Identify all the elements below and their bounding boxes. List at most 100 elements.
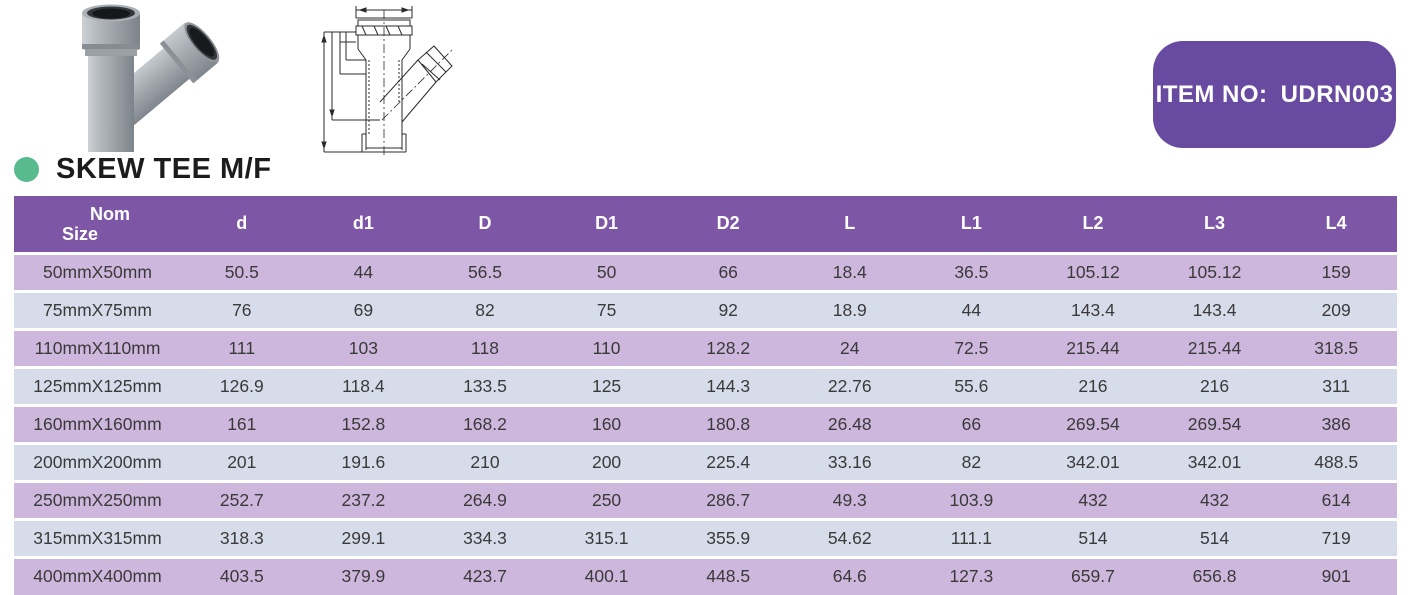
dimension-cell: 55.6 xyxy=(954,375,989,396)
dimension-cell: 311 xyxy=(1322,375,1351,396)
dimension-cell: 269.54 xyxy=(1187,413,1242,434)
column-header-nom-size: Nom Size xyxy=(14,196,181,255)
dimension-cell: 160 xyxy=(591,413,622,434)
column-header-L2: L2 xyxy=(1032,196,1154,255)
column-header-d: d xyxy=(181,196,303,255)
dimension-cell: 50 xyxy=(596,261,617,282)
table-row: 250mmX250mm 252.7 237.2 264.9 250 286.7 49.3 10… xyxy=(14,481,1397,519)
table-row: 50mmX50mm 50.5 44 56.5 50 66 18.4 36.5 105.12 105… xyxy=(14,253,1397,291)
table-row: 200mmX200mm 201 191.6 210 200 225.4 33.16 82 342… xyxy=(14,443,1397,481)
dimension-cell: 66 xyxy=(718,261,738,282)
section-heading: SKEW TEE M/F xyxy=(14,152,271,186)
dimension-cell: 105.12 xyxy=(1066,261,1120,282)
row-size-label: 50mmX50mm xyxy=(43,261,152,282)
dimension-cell: 18.9 xyxy=(832,299,867,320)
row-size-label: 75mmX75mm xyxy=(43,299,152,320)
dimension-cell: 318.5 xyxy=(1314,337,1359,358)
dimension-cell: 342.01 xyxy=(1187,451,1242,472)
table-row: 315mmX315mm 318.3 299.1 334.3 315.1 355.9 54.6… xyxy=(14,519,1397,557)
dimension-cell: 432 xyxy=(1199,489,1230,510)
dimension-cell: 403.5 xyxy=(219,566,264,587)
dimension-cell: 299.1 xyxy=(341,527,386,548)
dimension-cell: 318.3 xyxy=(219,527,264,548)
dimension-cell: 111 xyxy=(228,337,256,358)
dimension-cell: 26.48 xyxy=(827,413,872,434)
column-header-L3: L3 xyxy=(1153,196,1276,255)
dimension-cell: 659.7 xyxy=(1071,566,1115,587)
spec-table-body: 50mmX50mm 50.5 44 56.5 50 66 18.4 36.5 105.12 105… xyxy=(14,253,1397,595)
row-size-label: 250mmX250mm xyxy=(33,489,162,510)
dimension-cell: 118 xyxy=(471,337,499,358)
dimension-cell: 225.4 xyxy=(706,451,751,472)
dimension-cell: 72.5 xyxy=(954,337,989,358)
dimension-cell: 210 xyxy=(470,451,500,472)
row-size-label: 110mmX110mm xyxy=(34,337,161,358)
column-header-L1: L1 xyxy=(910,196,1033,255)
table-row: 400mmX400mm 403.5 379.9 423.7 400.1 448.5 64.6… xyxy=(14,557,1397,595)
bullet-dot-icon xyxy=(14,156,39,182)
dimension-cell: 168.2 xyxy=(463,413,507,434)
dimension-cell: 488.5 xyxy=(1314,451,1359,472)
dimension-cell: 448.5 xyxy=(706,566,751,587)
dimension-cell: 111.1 xyxy=(950,527,992,548)
dimension-cell: 44 xyxy=(353,261,374,282)
dimension-cell: 143.4 xyxy=(1071,299,1115,320)
page-title: SKEW TEE M/F xyxy=(56,152,272,185)
dimension-cell: 24 xyxy=(840,337,860,358)
dimension-cell: 215.44 xyxy=(1066,337,1120,358)
dimension-cell: 315.1 xyxy=(584,527,629,548)
row-size-label: 400mmX400mm xyxy=(33,566,162,587)
dimension-cell: 69 xyxy=(353,299,374,320)
dimension-cell: 656.8 xyxy=(1192,566,1237,587)
dimension-cell: 386 xyxy=(1321,413,1351,434)
row-size-label: 160mmX160mm xyxy=(33,413,162,434)
dimension-cell: 103.9 xyxy=(949,489,994,510)
dimension-cell: 118.4 xyxy=(342,375,385,396)
table-row: 110mmX110mm 111 103 118 110 128.2 24 72.5 215.44… xyxy=(14,329,1397,367)
dimension-cell: 216 xyxy=(1078,375,1108,396)
table-header-row: Nom Size d d1 D D1 D2 L L1 L2 L3 L4 xyxy=(14,196,1397,255)
dimension-cell: 66 xyxy=(961,413,982,434)
dimension-cell: 355.9 xyxy=(706,527,751,548)
dimension-cell: 400.1 xyxy=(584,566,629,587)
dimensions-table: Nom Size d d1 D D1 D2 L L1 L2 L3 L4 50mmX50mm 50.5… xyxy=(14,196,1397,595)
dimension-cell: 514 xyxy=(1199,527,1230,548)
column-header-D2: D2 xyxy=(667,196,789,255)
dimension-cell: 125 xyxy=(591,375,622,396)
dimension-cell: 342.01 xyxy=(1066,451,1120,472)
dimension-cell: 144.3 xyxy=(706,375,751,396)
row-size-label: 200mmX200mm xyxy=(33,451,162,472)
dimension-cell: 264.9 xyxy=(463,489,507,510)
dimension-cell: 133.5 xyxy=(463,375,507,396)
dimension-cell: 36.5 xyxy=(954,261,989,282)
dimension-cell: 215.44 xyxy=(1187,337,1242,358)
dimension-cell: 110 xyxy=(592,337,621,358)
dimension-cell: 54.62 xyxy=(827,527,872,548)
dimension-cell: 334.3 xyxy=(463,527,507,548)
dimension-cell: 152.8 xyxy=(341,413,386,434)
item-number-value: UDRN003 xyxy=(1280,80,1394,108)
dimension-cell: 379.9 xyxy=(341,566,386,587)
table-row: 160mmX160mm 161 152.8 168.2 160 180.8 26.48 66 2… xyxy=(14,405,1397,443)
dimension-cell: 75 xyxy=(596,299,617,320)
dimension-cell: 33.16 xyxy=(827,451,872,472)
dimension-cell: 191.6 xyxy=(341,451,386,472)
dimension-cell: 432 xyxy=(1078,489,1108,510)
item-number-label: ITEM NO: xyxy=(1155,80,1268,108)
dimension-cell: 200 xyxy=(591,451,622,472)
dimension-cell: 126.9 xyxy=(219,375,264,396)
dimension-cell: 92 xyxy=(718,299,738,320)
dimension-cell: 64.6 xyxy=(832,566,867,587)
dimension-cell: 250 xyxy=(591,489,622,510)
dimension-cell: 82 xyxy=(475,299,495,320)
row-size-label: 315mmX315mm xyxy=(33,527,162,548)
dimension-cell: 269.54 xyxy=(1066,413,1120,434)
dimension-cell: 56.5 xyxy=(467,261,503,282)
dimension-cell: 180.8 xyxy=(706,413,751,434)
column-header-d1: d1 xyxy=(302,196,425,255)
dimension-cell: 719 xyxy=(1321,527,1351,548)
dimension-cell: 161 xyxy=(227,413,257,434)
dimension-cell: 423.7 xyxy=(463,566,507,587)
row-size-label: 125mmX125mm xyxy=(33,375,162,396)
